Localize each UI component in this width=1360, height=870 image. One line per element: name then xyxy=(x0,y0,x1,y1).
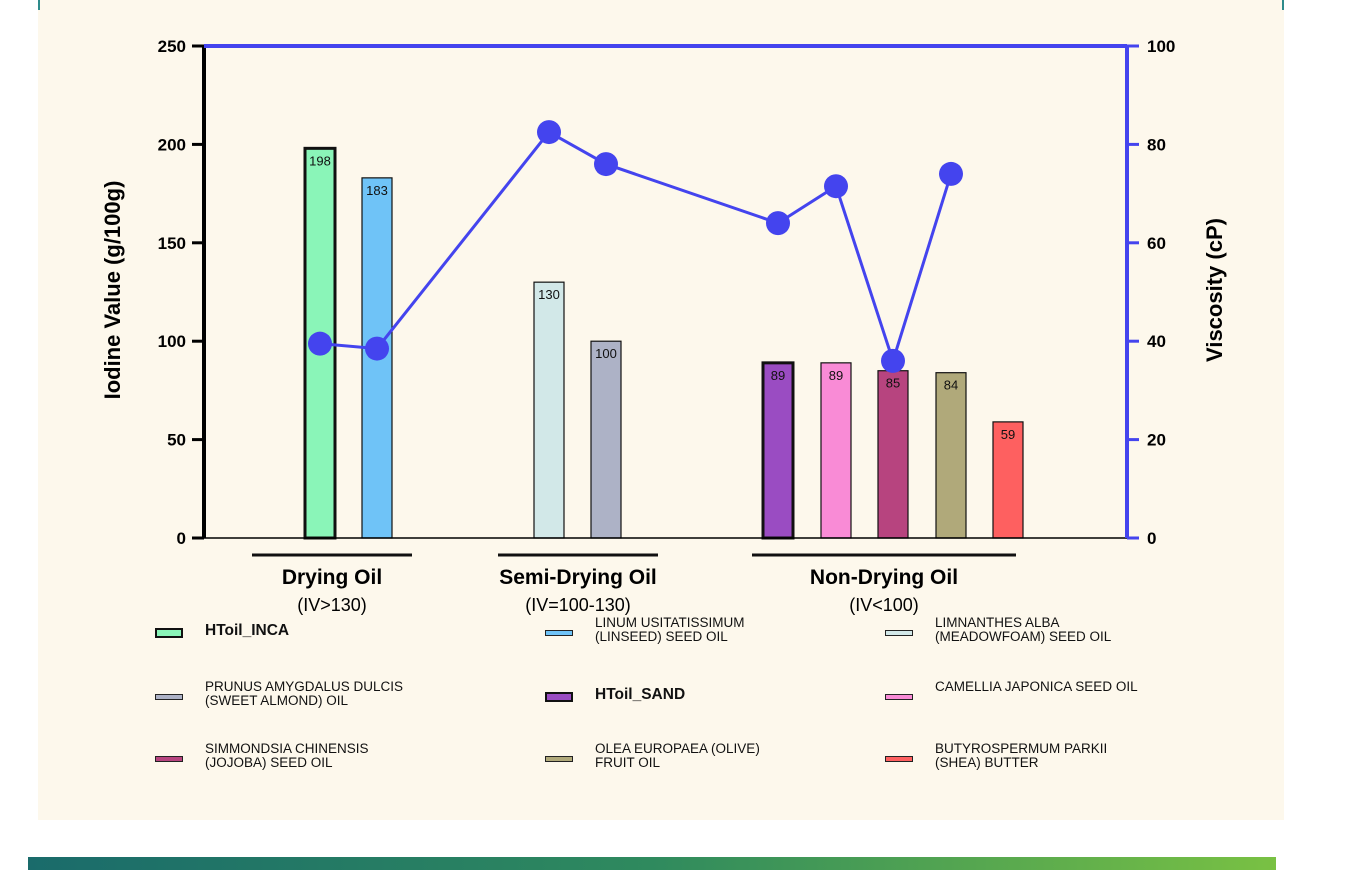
legend-item-1: LINUM USITATISSIMUM (LINSEED) SEED OIL xyxy=(545,616,875,656)
group-subtitle-2: (IV<100) xyxy=(849,595,919,615)
y-tick-label-2: 100 xyxy=(158,332,186,351)
y-tick-label-4: 200 xyxy=(158,135,186,154)
group-subtitle-1: (IV=100-130) xyxy=(525,595,631,615)
legend-label: LIMNANTHES ALBA (MEADOWFOAM) SEED OIL xyxy=(935,615,1112,644)
legend-swatch xyxy=(545,756,573,762)
legend-swatch xyxy=(885,630,913,636)
viscosity-line-layer xyxy=(308,120,963,373)
y-tick-label-5: 250 xyxy=(158,37,186,56)
legend-item-4: HToil_SAND xyxy=(545,680,875,720)
viscosity-point-1 xyxy=(365,336,389,361)
bar-value-label-5: 89 xyxy=(829,368,843,383)
bar-value-label-8: 59 xyxy=(1001,427,1015,442)
bars-layer: 198 183 130 100 89 89 85 84 59 xyxy=(303,146,1024,540)
y2-tick-label-1: 20 xyxy=(1147,431,1166,450)
bar-5 xyxy=(820,362,852,539)
group-name-2: Non-Drying Oil xyxy=(810,566,958,589)
legend-swatch xyxy=(155,756,183,762)
footer-gradient-bar xyxy=(28,857,1276,870)
group-labels-layer: Drying Oil (IV>130) Semi-Drying Oil (IV=100… xyxy=(252,553,1016,615)
y2-tick-label-0: 0 xyxy=(1147,529,1156,548)
viscosity-point-3 xyxy=(594,152,618,177)
bar-2 xyxy=(533,281,565,539)
legend-item-3: PRUNUS AMYGDALUS DULCIS (SWEET ALMOND) O… xyxy=(155,680,485,720)
legend-item-5: CAMELLIA JAPONICA SEED OIL xyxy=(885,680,1215,720)
y2-tick-label-3: 60 xyxy=(1147,234,1166,253)
legend-label: SIMMONDSIA CHINENSIS (JOJOBA) SEED OIL xyxy=(205,741,369,770)
legend-item-2: LIMNANTHES ALBA (MEADOWFOAM) SEED OIL xyxy=(885,616,1215,656)
viscosity-point-0 xyxy=(308,331,332,356)
viscosity-point-5 xyxy=(824,174,848,199)
bar-value-label-6: 85 xyxy=(886,376,900,391)
y2-tick-label-5: 100 xyxy=(1147,37,1175,56)
legend-swatch xyxy=(885,694,913,700)
viscosity-point-7 xyxy=(939,161,963,186)
group-name-0: Drying Oil xyxy=(282,566,382,589)
legend-swatch xyxy=(885,756,913,762)
y-axis-title: Iodine Value (g/100g) xyxy=(100,181,125,400)
viscosity-point-2 xyxy=(537,120,561,145)
bar-7 xyxy=(935,372,967,539)
bar-4 xyxy=(761,361,795,540)
y2-tick-label-4: 80 xyxy=(1147,135,1166,154)
legend-item-7: OLEA EUROPAEA (OLIVE) FRUIT OIL xyxy=(545,742,875,782)
legend-swatch xyxy=(155,694,183,700)
group-name-1: Semi-Drying Oil xyxy=(499,566,657,589)
legend-swatch xyxy=(155,628,183,638)
bar-value-label-1: 183 xyxy=(366,183,388,198)
bar-value-label-3: 100 xyxy=(595,346,617,361)
bar-3 xyxy=(590,340,622,539)
legend-label: CAMELLIA JAPONICA SEED OIL xyxy=(935,679,1138,694)
legend-item-0: HToil_INCA xyxy=(155,616,485,656)
viscosity-line xyxy=(319,130,953,366)
y-tick-label-1: 50 xyxy=(167,431,186,450)
y-tick-label-3: 150 xyxy=(158,234,186,253)
panel-edge-left xyxy=(38,0,40,10)
bar-6 xyxy=(877,370,909,539)
bar-value-label-2: 130 xyxy=(538,287,560,302)
legend-swatch xyxy=(545,630,573,636)
viscosity-point-6 xyxy=(881,348,905,373)
legend-label: BUTYROSPERMUM PARKII (SHEA) BUTTER xyxy=(935,741,1108,770)
legend-label: HToil_INCA xyxy=(205,622,290,639)
legend-swatch xyxy=(545,692,573,702)
y2-tick-label-2: 40 xyxy=(1147,332,1166,351)
legend-label: PRUNUS AMYGDALUS DULCIS (SWEET ALMOND) O… xyxy=(205,679,404,708)
y-tick-label-0: 0 xyxy=(177,529,186,548)
legend-label: OLEA EUROPAEA (OLIVE) FRUIT OIL xyxy=(595,741,760,770)
panel-edge-right xyxy=(1282,0,1284,10)
bar-value-label-4: 89 xyxy=(771,368,785,383)
legend-label: LINUM USITATISSIMUM (LINSEED) SEED OIL xyxy=(595,615,745,644)
viscosity-point-4 xyxy=(766,211,790,236)
bar-value-label-0: 198 xyxy=(309,153,331,168)
bar-value-label-7: 84 xyxy=(944,378,958,393)
y2-axis-title: Viscosity (cP) xyxy=(1202,218,1227,362)
legend-item-6: SIMMONDSIA CHINENSIS (JOJOBA) SEED OIL xyxy=(155,742,485,782)
axes-layer: 0 50 100 150 200 250 0 20 40 60 80 100 xyxy=(158,37,1176,548)
legend-item-8: BUTYROSPERMUM PARKII (SHEA) BUTTER xyxy=(885,742,1215,782)
chart-panel xyxy=(38,0,1284,820)
legend-label: HToil_SAND xyxy=(595,686,686,703)
group-subtitle-0: (IV>130) xyxy=(297,595,367,615)
